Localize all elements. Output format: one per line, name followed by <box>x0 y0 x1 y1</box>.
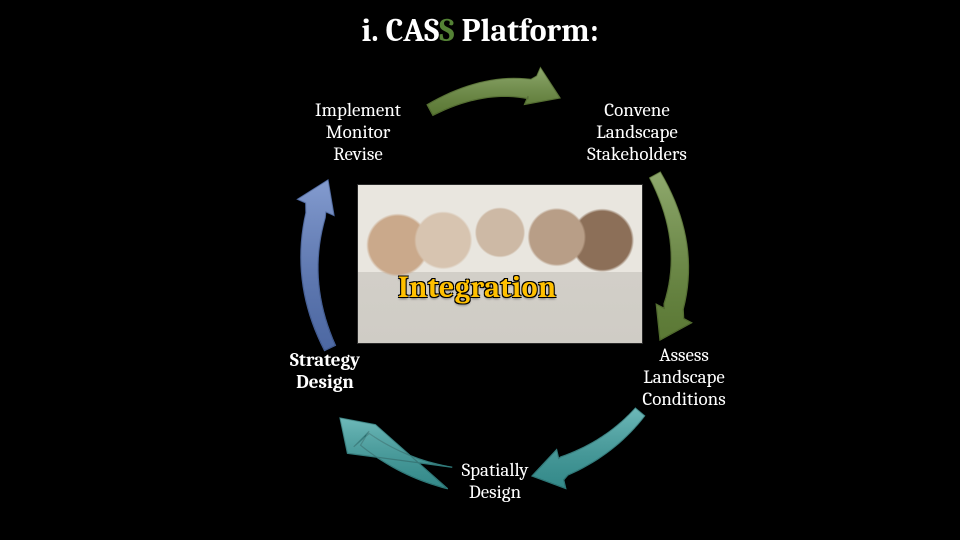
node-strategy: StrategyDesign <box>265 350 385 394</box>
arrow-top <box>427 68 560 116</box>
center-meeting-image <box>358 185 642 343</box>
node-implement: ImplementMonitorRevise <box>288 100 428 166</box>
arrow-right <box>650 172 692 340</box>
page-title: i. CASS Platform: <box>0 12 960 49</box>
node-assess: AssessLandscapeConditions <box>614 345 754 411</box>
title-prefix: i. CAS <box>361 12 439 49</box>
title-suffix: Platform: <box>454 12 598 49</box>
node-spatially: SpatiallyDesign <box>430 460 560 504</box>
node-convene: ConveneLandscapeStakeholders <box>562 100 712 166</box>
center-label: Integration <box>398 270 557 305</box>
arrow-left <box>297 180 335 351</box>
title-accent: S <box>439 12 454 49</box>
